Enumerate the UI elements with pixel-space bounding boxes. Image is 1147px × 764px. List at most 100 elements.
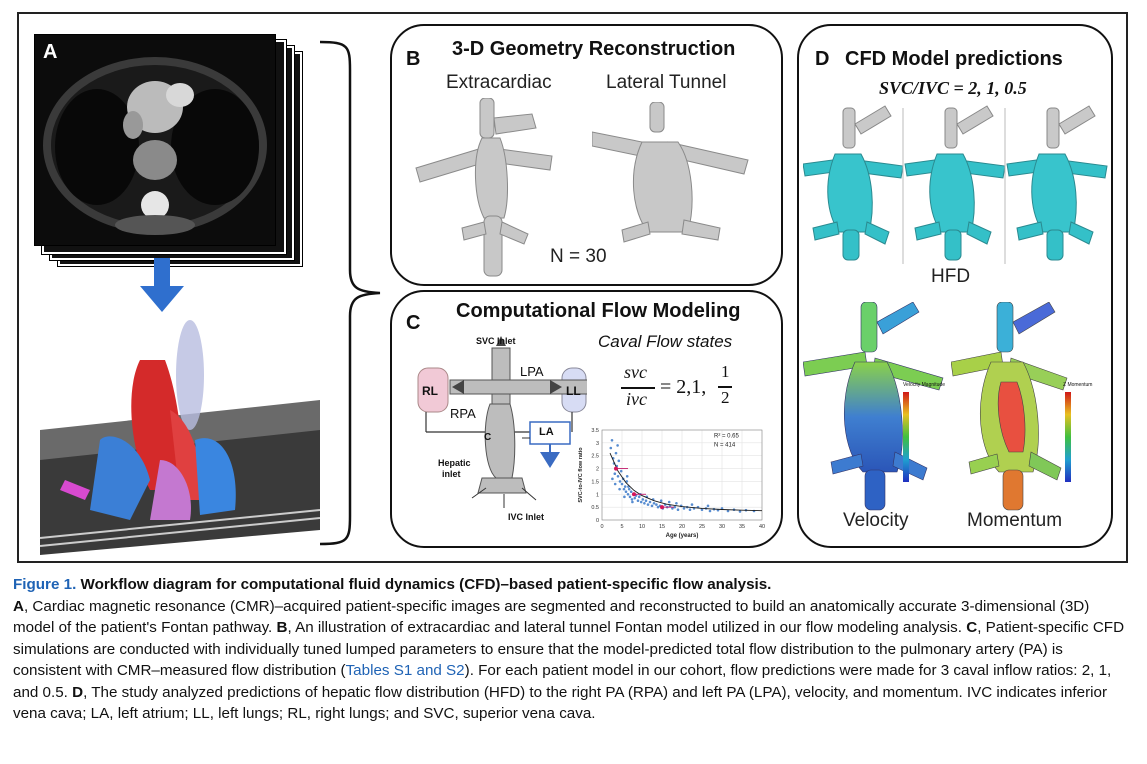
data-point <box>682 507 686 510</box>
eq-rhs: = 2,1, <box>660 376 707 398</box>
caption-c-text: , Patient-specific CFD simulations are c… <box>13 619 1125 679</box>
panel-b-letter: B <box>406 48 421 70</box>
ct-scan-drawing <box>43 57 267 235</box>
y-tick-label: 0 <box>596 518 599 524</box>
data-point <box>611 477 614 481</box>
caption-b-text: , An illustration of extracardiac and la… <box>287 619 967 636</box>
eq-fraction-bar <box>621 387 655 389</box>
panel-c-title: Computational Flow Modeling <box>456 300 741 322</box>
hfd-models <box>803 105 1108 264</box>
y-tick-label: 2 <box>596 467 599 473</box>
data-point <box>673 505 677 509</box>
n-label: N = 30 <box>550 246 607 267</box>
lateral-tunnel-label: Lateral Tunnel <box>606 72 727 93</box>
caption-c-text2: ). For each patient model in our cohort,… <box>13 662 1112 701</box>
annotation-n: N = 414 <box>714 443 736 449</box>
data-point <box>706 504 710 508</box>
data-point <box>626 492 630 496</box>
plot-area <box>601 429 763 521</box>
ivc-inlet-label: IVC Inlet <box>508 512 545 522</box>
data-point <box>708 509 712 513</box>
hfd-model-3 <box>1006 105 1108 261</box>
svc-inlet-label: SVC Inlet <box>476 336 516 346</box>
hepatic-label-1: Hepatic <box>438 458 471 468</box>
data-point <box>641 498 645 501</box>
data-point <box>667 500 671 504</box>
eq-numerator: svc <box>624 362 647 382</box>
x-tick-label: 35 <box>739 524 745 530</box>
y-tick-label: 1 <box>596 492 599 498</box>
hepatic-label-2: inlet <box>442 469 461 479</box>
momentum-label: Momentum <box>967 510 1063 531</box>
flow-schematic <box>417 336 587 508</box>
data-point <box>625 474 629 478</box>
data-point <box>622 487 626 491</box>
highlight-point <box>614 466 618 471</box>
extracardiac-label: Extracardiac <box>446 72 552 93</box>
caption-fig-title: Workflow diagram for computational fluid… <box>80 576 772 593</box>
data-point <box>738 510 742 513</box>
data-point <box>627 487 631 491</box>
y-tick-label: 2.5 <box>591 454 599 460</box>
x-tick-label: 5 <box>620 524 623 530</box>
data-point <box>644 499 648 503</box>
annotation-r2: R² = 0.65 <box>714 434 740 440</box>
data-point <box>650 504 654 508</box>
ll-label: LL <box>566 384 581 398</box>
x-tick-label: 0 <box>600 524 603 530</box>
data-point <box>646 503 650 506</box>
data-point <box>623 495 626 499</box>
data-point <box>639 500 643 504</box>
highlight-point <box>632 492 636 497</box>
data-point <box>659 499 663 503</box>
y-tick-label: 3 <box>596 441 599 447</box>
data-point <box>648 500 652 504</box>
la-label: LA <box>539 426 554 438</box>
data-point <box>624 490 628 494</box>
y-tick-label: 0.5 <box>591 505 599 511</box>
data-point <box>616 444 619 447</box>
data-point <box>726 509 730 513</box>
data-point <box>616 474 620 478</box>
momentum-model <box>951 302 1068 511</box>
x-tick-label: 20 <box>679 524 685 530</box>
data-point <box>620 482 624 486</box>
data-point <box>609 446 613 450</box>
data-point <box>614 451 618 455</box>
bracket-brace <box>319 40 381 546</box>
data-point <box>630 498 634 501</box>
ct-image: A <box>34 34 276 246</box>
data-point <box>628 495 632 499</box>
data-point <box>690 503 694 506</box>
x-tick-label: 30 <box>719 524 725 530</box>
highlight-point <box>660 505 664 510</box>
x-tick-label: 40 <box>759 524 765 530</box>
eq-frac-bar <box>718 386 732 388</box>
rpa-label: RPA <box>450 406 476 421</box>
panel-b: B 3-D Geometry Reconstruction Extracardi… <box>390 24 783 286</box>
x-tick-label: 25 <box>699 524 705 530</box>
caption-fig-number: Figure 1. <box>13 576 77 593</box>
data-point <box>625 480 629 483</box>
data-point <box>619 469 623 473</box>
panel-d-title: CFD Model predictions <box>845 48 1063 70</box>
data-point <box>617 459 621 463</box>
caption-d-text: , The study analyzed predictions of hepa… <box>13 683 1108 723</box>
velocity-label: Velocity <box>843 510 909 531</box>
data-point <box>631 500 634 504</box>
svc-ivc-scatter-chart: 0 0.5 1 1.5 2 2.5 3 3.5 0 5 10 15 20 25 30 35 40 R² = 0.6… <box>578 428 765 539</box>
data-point <box>618 487 621 491</box>
data-point <box>633 496 637 500</box>
hfd-model-2 <box>904 105 1006 261</box>
c-label: C <box>484 432 492 443</box>
caption-c-letter: C <box>966 619 978 636</box>
data-point <box>618 480 622 483</box>
velocity-model <box>803 302 944 511</box>
momentum-legend <box>1065 392 1071 482</box>
caption-b-letter: B <box>276 619 288 636</box>
panel-d-letter: D <box>815 48 830 70</box>
segmentation-3d <box>30 320 321 560</box>
data-point <box>675 501 678 505</box>
caption-tables-link[interactable]: Tables S1 and S2 <box>345 662 465 679</box>
data-point <box>610 438 614 442</box>
